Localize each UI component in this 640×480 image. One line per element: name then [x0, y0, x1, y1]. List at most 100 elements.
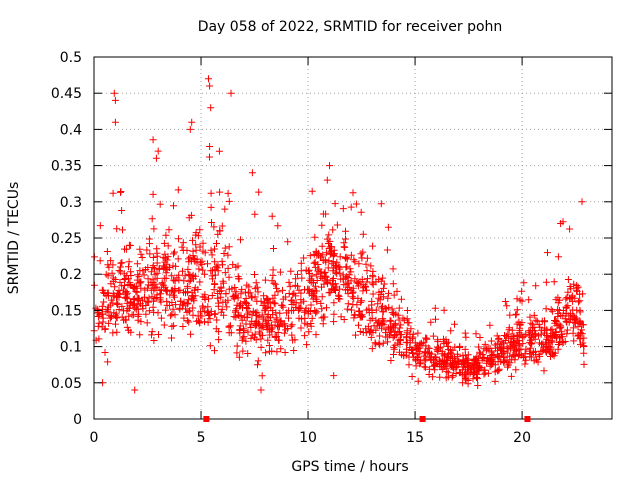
data-point	[322, 249, 330, 257]
data-point	[362, 329, 370, 337]
data-point	[236, 302, 244, 310]
data-point	[326, 250, 334, 258]
data-point	[448, 361, 456, 369]
data-point	[101, 325, 109, 333]
gap-marker	[419, 416, 426, 422]
data-point	[390, 310, 398, 318]
data-point	[273, 284, 280, 292]
data-point	[390, 345, 398, 353]
data-point	[186, 125, 194, 133]
data-point	[271, 291, 279, 299]
data-point	[117, 188, 124, 196]
data-point	[308, 187, 316, 195]
data-point	[213, 240, 220, 247]
data-point	[342, 263, 350, 271]
data-point	[347, 251, 355, 259]
data-point	[414, 377, 422, 385]
data-point	[247, 334, 255, 342]
data-point	[149, 190, 157, 198]
data-point	[386, 323, 394, 331]
data-point	[543, 332, 550, 339]
data-point	[305, 328, 313, 336]
data-point	[510, 351, 518, 359]
data-point	[462, 355, 470, 363]
data-point	[368, 345, 376, 353]
data-point	[350, 294, 358, 302]
data-point	[330, 299, 338, 307]
data-point	[311, 233, 319, 241]
data-point	[486, 321, 494, 329]
data-point	[484, 355, 491, 363]
data-point	[318, 293, 326, 301]
data-point	[505, 326, 513, 334]
data-point	[576, 306, 584, 314]
data-point	[443, 364, 451, 372]
data-point	[110, 89, 118, 97]
data-point	[175, 286, 183, 294]
data-point	[494, 352, 502, 360]
data-point	[360, 284, 367, 292]
data-point	[241, 288, 249, 296]
data-point	[115, 267, 123, 274]
data-point	[324, 264, 332, 272]
data-point	[512, 366, 520, 374]
data-point	[273, 314, 281, 322]
y-tick-label: 0.35	[51, 159, 82, 175]
x-tick-label: 15	[406, 430, 424, 446]
data-point	[308, 314, 316, 322]
data-point	[503, 302, 511, 310]
data-point	[99, 314, 107, 322]
data-point	[323, 235, 331, 243]
data-point	[120, 276, 128, 283]
data-point	[553, 334, 561, 342]
data-point	[297, 267, 305, 275]
data-point	[258, 372, 266, 380]
data-point	[570, 337, 578, 345]
gap-marker	[524, 416, 531, 422]
data-point	[327, 247, 335, 255]
data-point	[235, 275, 243, 283]
data-point	[201, 270, 209, 278]
data-point	[179, 323, 187, 330]
data-point	[263, 313, 271, 321]
data-point	[221, 244, 229, 252]
data-point	[150, 225, 158, 233]
data-point	[215, 336, 223, 344]
data-point	[312, 295, 320, 303]
data-point	[279, 303, 287, 311]
data-point	[489, 351, 497, 358]
data-point	[328, 260, 336, 268]
data-point	[244, 350, 252, 357]
data-point	[204, 303, 212, 311]
data-point	[100, 289, 107, 297]
data-point	[138, 254, 146, 261]
data-point	[312, 282, 319, 290]
data-point	[361, 282, 369, 290]
data-point	[500, 359, 508, 367]
data-point	[98, 310, 106, 318]
data-point	[403, 327, 411, 335]
data-point	[292, 275, 300, 283]
data-point	[148, 328, 156, 336]
data-point	[198, 312, 206, 320]
data-point	[476, 350, 484, 358]
data-point	[285, 307, 293, 315]
data-point	[237, 290, 245, 298]
data-point	[225, 285, 233, 293]
data-point	[235, 326, 243, 334]
data-point	[205, 295, 212, 303]
data-point	[143, 246, 151, 254]
data-point	[312, 331, 320, 339]
data-point	[554, 306, 562, 314]
data-point	[379, 339, 387, 347]
data-point	[210, 223, 218, 231]
data-point	[326, 288, 334, 296]
data-point	[516, 326, 524, 334]
data-point	[357, 298, 365, 306]
data-point	[257, 386, 265, 394]
data-point	[216, 227, 224, 235]
data-point	[420, 352, 428, 360]
data-point	[474, 375, 481, 383]
data-point	[569, 306, 577, 314]
data-point	[579, 290, 587, 298]
